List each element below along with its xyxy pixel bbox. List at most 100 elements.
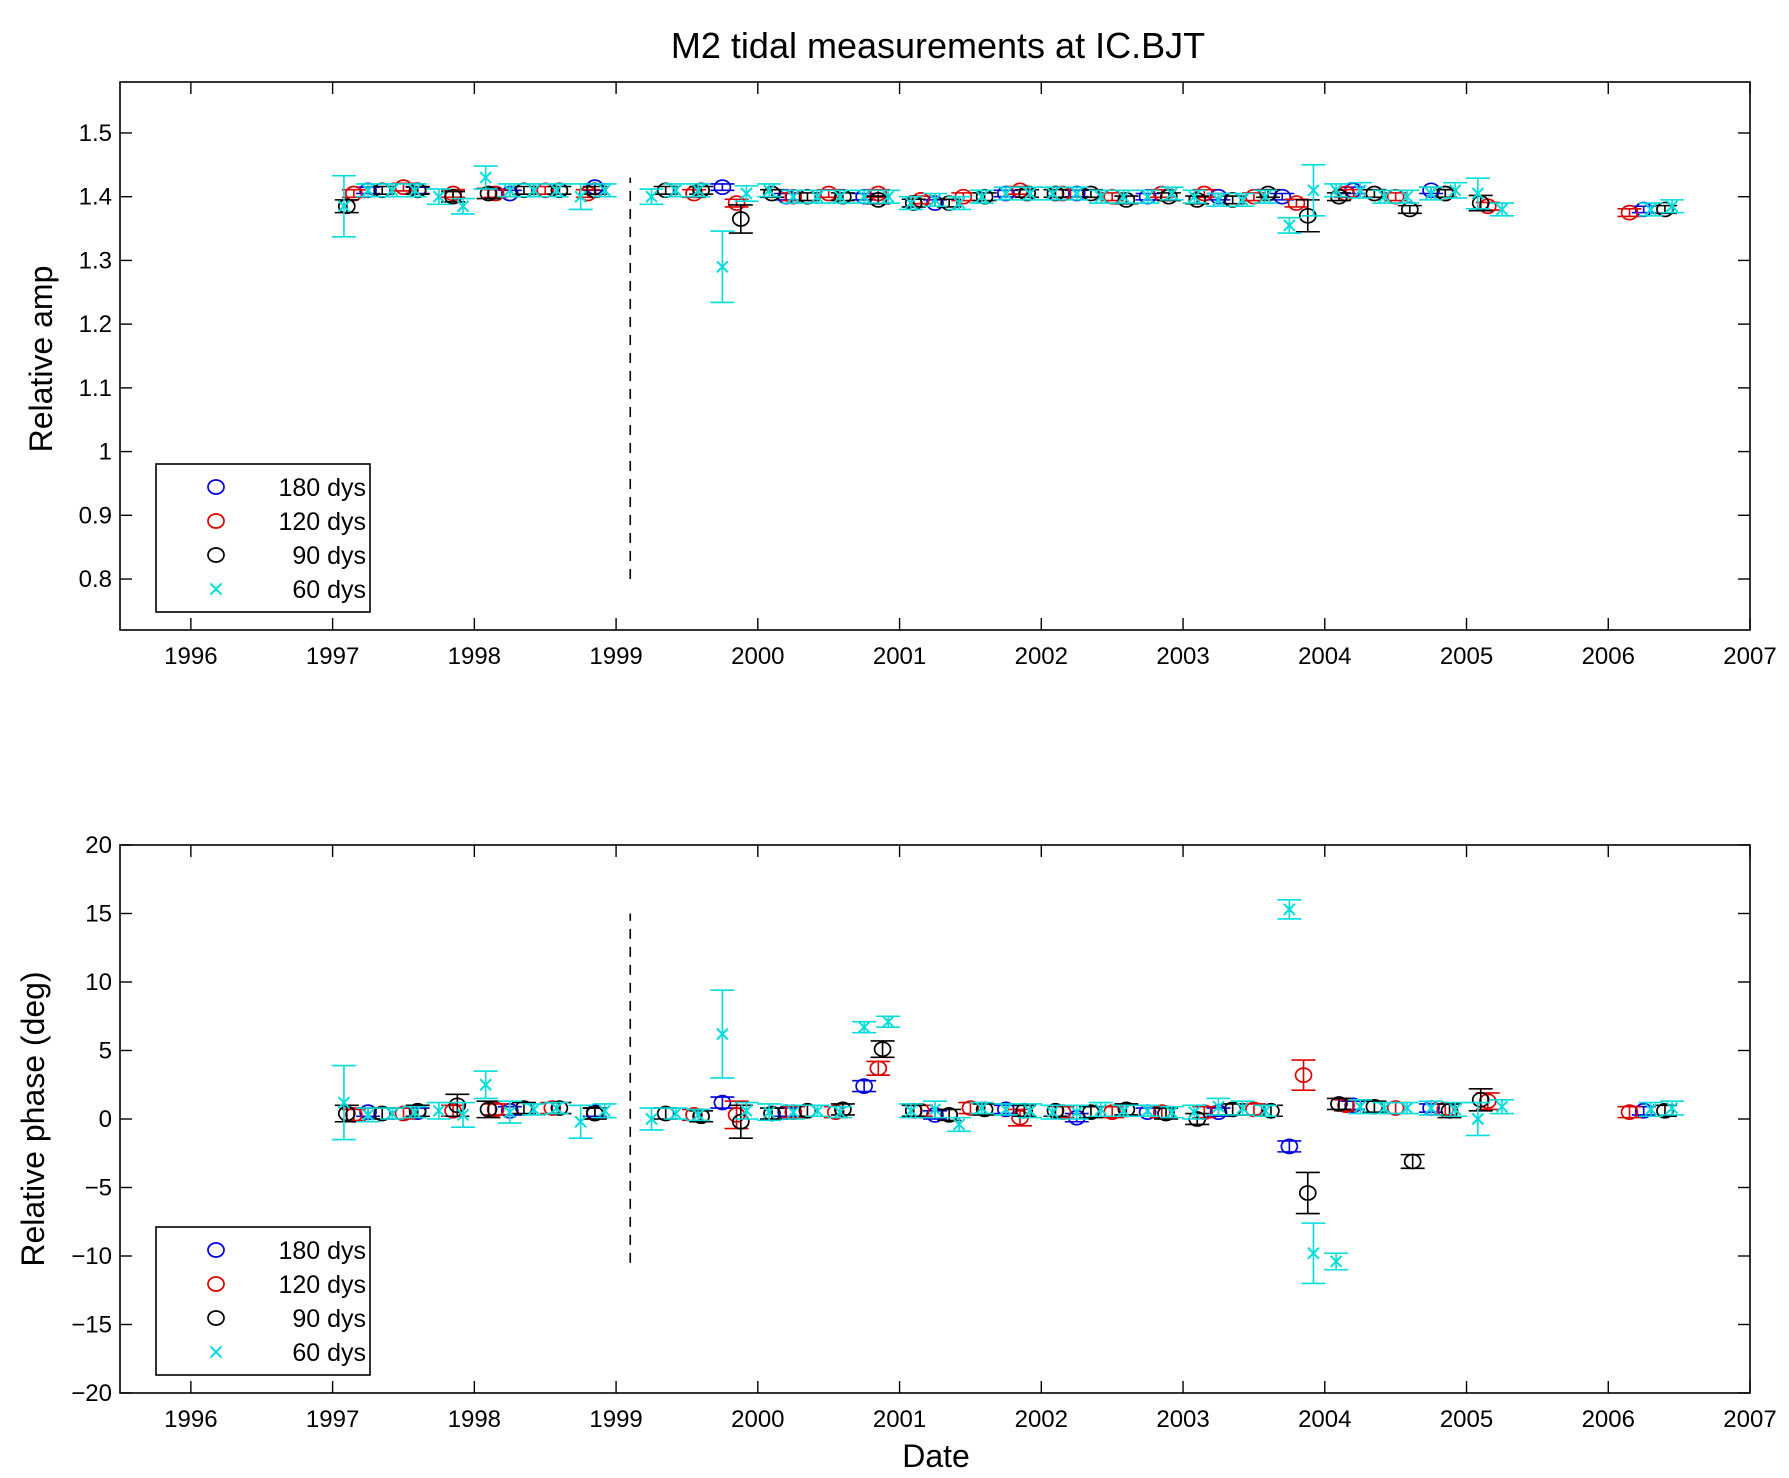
amplitude-legend-marker bbox=[207, 513, 225, 529]
phase-data-point bbox=[385, 1107, 399, 1120]
amplitude-data-point bbox=[1283, 219, 1296, 232]
phase-x-tick-label: 2002 bbox=[1015, 1406, 1068, 1433]
phase-x-tick-label: 2004 bbox=[1298, 1406, 1351, 1433]
amplitude-data-point bbox=[361, 184, 375, 197]
phase-data-point bbox=[798, 1102, 817, 1119]
amplitude-legend-label: 120 dys bbox=[278, 508, 366, 536]
phase-error-bar bbox=[728, 1104, 753, 1139]
phase-data-point bbox=[904, 1104, 918, 1117]
amplitude-data-point bbox=[385, 184, 399, 197]
phase-x-tick-label: 2005 bbox=[1440, 1406, 1493, 1433]
phase-data-point bbox=[1471, 1112, 1485, 1126]
phase-error-bar bbox=[852, 1079, 877, 1093]
phase-x-tick-label: 2001 bbox=[873, 1406, 926, 1433]
phase-data-point bbox=[882, 1015, 895, 1028]
amplitude-y-axis-label: Relative amp bbox=[23, 266, 59, 453]
amplitude-data-point bbox=[833, 190, 847, 203]
amplitude-x-tick-label: 1996 bbox=[164, 643, 217, 670]
phase-data-point bbox=[740, 1104, 753, 1117]
amplitude-data-point bbox=[1378, 190, 1391, 203]
amplitude-data-point bbox=[1141, 190, 1154, 203]
phase-legend-box bbox=[155, 1226, 371, 1376]
amplitude-data-point bbox=[1236, 193, 1249, 207]
amplitude-data-point bbox=[1287, 195, 1306, 211]
phase-legend: 180 dys 120 dys 90 dys 60 dys bbox=[155, 1226, 371, 1376]
amplitude-legend-label: 180 dys bbox=[278, 474, 366, 502]
phase-data-point bbox=[1329, 1255, 1343, 1268]
amplitude-data-point bbox=[762, 184, 776, 197]
phase-legend-marker bbox=[207, 1310, 225, 1326]
phase-y-tick-label: 5 bbox=[99, 1038, 112, 1065]
amplitude-data-point bbox=[1117, 190, 1130, 203]
amplitude-data-point bbox=[1644, 203, 1657, 216]
phase-data-point bbox=[527, 1103, 541, 1116]
amplitude-data-point bbox=[550, 184, 563, 197]
amplitude-x-tick-label: 2002 bbox=[1015, 643, 1068, 670]
phase-data-point bbox=[713, 1094, 732, 1111]
phase-legend-label: 180 dys bbox=[278, 1237, 366, 1265]
phase-data-point bbox=[1448, 1103, 1462, 1116]
phase-data-point bbox=[1283, 903, 1296, 916]
amplitude-data-point bbox=[713, 179, 732, 195]
phase-data-point bbox=[1188, 1105, 1201, 1119]
phase-y-tick-label: −5 bbox=[85, 1175, 112, 1202]
phase-data-point bbox=[543, 1100, 562, 1116]
phase-data-point bbox=[1262, 1102, 1280, 1119]
phase-data-point bbox=[940, 1107, 959, 1123]
phase-legend-label: 90 dys bbox=[292, 1305, 366, 1333]
amplitude-data-point bbox=[787, 190, 800, 203]
phase-data-point bbox=[975, 1101, 988, 1115]
amplitude-panel: Relative amp 1996 1997 1998 1999 2000 2001 200… bbox=[23, 81, 1777, 670]
amplitude-error-bar bbox=[1220, 195, 1245, 205]
amplitude-data-point bbox=[1656, 201, 1674, 218]
phase-data-point bbox=[1094, 1103, 1108, 1116]
phase-data-point bbox=[1378, 1101, 1391, 1115]
amplitude-data-point bbox=[456, 200, 470, 213]
phase-data-point bbox=[361, 1108, 375, 1122]
phase-data-point bbox=[731, 1113, 750, 1130]
amplitude-data-point bbox=[1094, 190, 1108, 203]
amplitude-legend-label: 90 dys bbox=[292, 542, 366, 570]
phase-data-point bbox=[1386, 1100, 1405, 1116]
phase-legend-marker bbox=[207, 1276, 225, 1292]
amplitude-data-point bbox=[904, 196, 918, 210]
amplitude-x-tick-label: 2000 bbox=[731, 643, 784, 670]
amplitude-data-point bbox=[857, 190, 871, 203]
phase-data-point bbox=[1354, 1100, 1367, 1113]
phase-y-tick-label: 20 bbox=[85, 832, 112, 859]
amplitude-data-point bbox=[1448, 184, 1462, 197]
amplitude-data-point bbox=[479, 185, 498, 202]
amplitude-data-point bbox=[1165, 187, 1178, 200]
phase-data-point bbox=[1070, 1105, 1083, 1119]
amplitude-data-point bbox=[486, 185, 505, 202]
phase-x-tick-label: 1996 bbox=[164, 1406, 217, 1433]
amplitude-data-point bbox=[692, 184, 705, 197]
amplitude-data-point bbox=[811, 190, 824, 203]
phase-data-point bbox=[762, 1105, 776, 1119]
phase-data-point bbox=[692, 1108, 705, 1122]
phase-data-point bbox=[1165, 1105, 1178, 1119]
phase-data-point bbox=[811, 1104, 824, 1117]
phase-data-point bbox=[1424, 1101, 1438, 1115]
amplitude-data-point bbox=[928, 193, 942, 207]
phase-data-point bbox=[408, 1105, 422, 1119]
amplitude-data-point bbox=[1620, 204, 1639, 221]
amplitude-plot-frame bbox=[119, 81, 1751, 631]
phase-data-point bbox=[834, 1101, 852, 1118]
amplitude-data-point bbox=[1424, 187, 1438, 200]
amplitude-y-tick-label: 1.3 bbox=[79, 247, 112, 274]
phase-data-point bbox=[1023, 1104, 1037, 1117]
amplitude-y-tick-label: 0.9 bbox=[79, 502, 112, 529]
phase-error-bar bbox=[476, 1100, 501, 1119]
amplitude-data-point bbox=[882, 190, 895, 203]
amplitude-data-point bbox=[527, 184, 541, 197]
phase-data-point bbox=[787, 1105, 800, 1119]
amplitude-data-point bbox=[716, 260, 729, 273]
phase-y-tick-label: 10 bbox=[85, 969, 112, 996]
amplitude-data-point bbox=[598, 184, 611, 197]
amplitude-y-tick-label: 1.5 bbox=[79, 120, 112, 147]
phase-y-axis-label: Relative phase (deg) bbox=[15, 971, 51, 1266]
phase-data-point bbox=[669, 1107, 682, 1120]
amplitude-error-bar bbox=[370, 185, 395, 195]
amplitude-data-point bbox=[1046, 187, 1059, 200]
